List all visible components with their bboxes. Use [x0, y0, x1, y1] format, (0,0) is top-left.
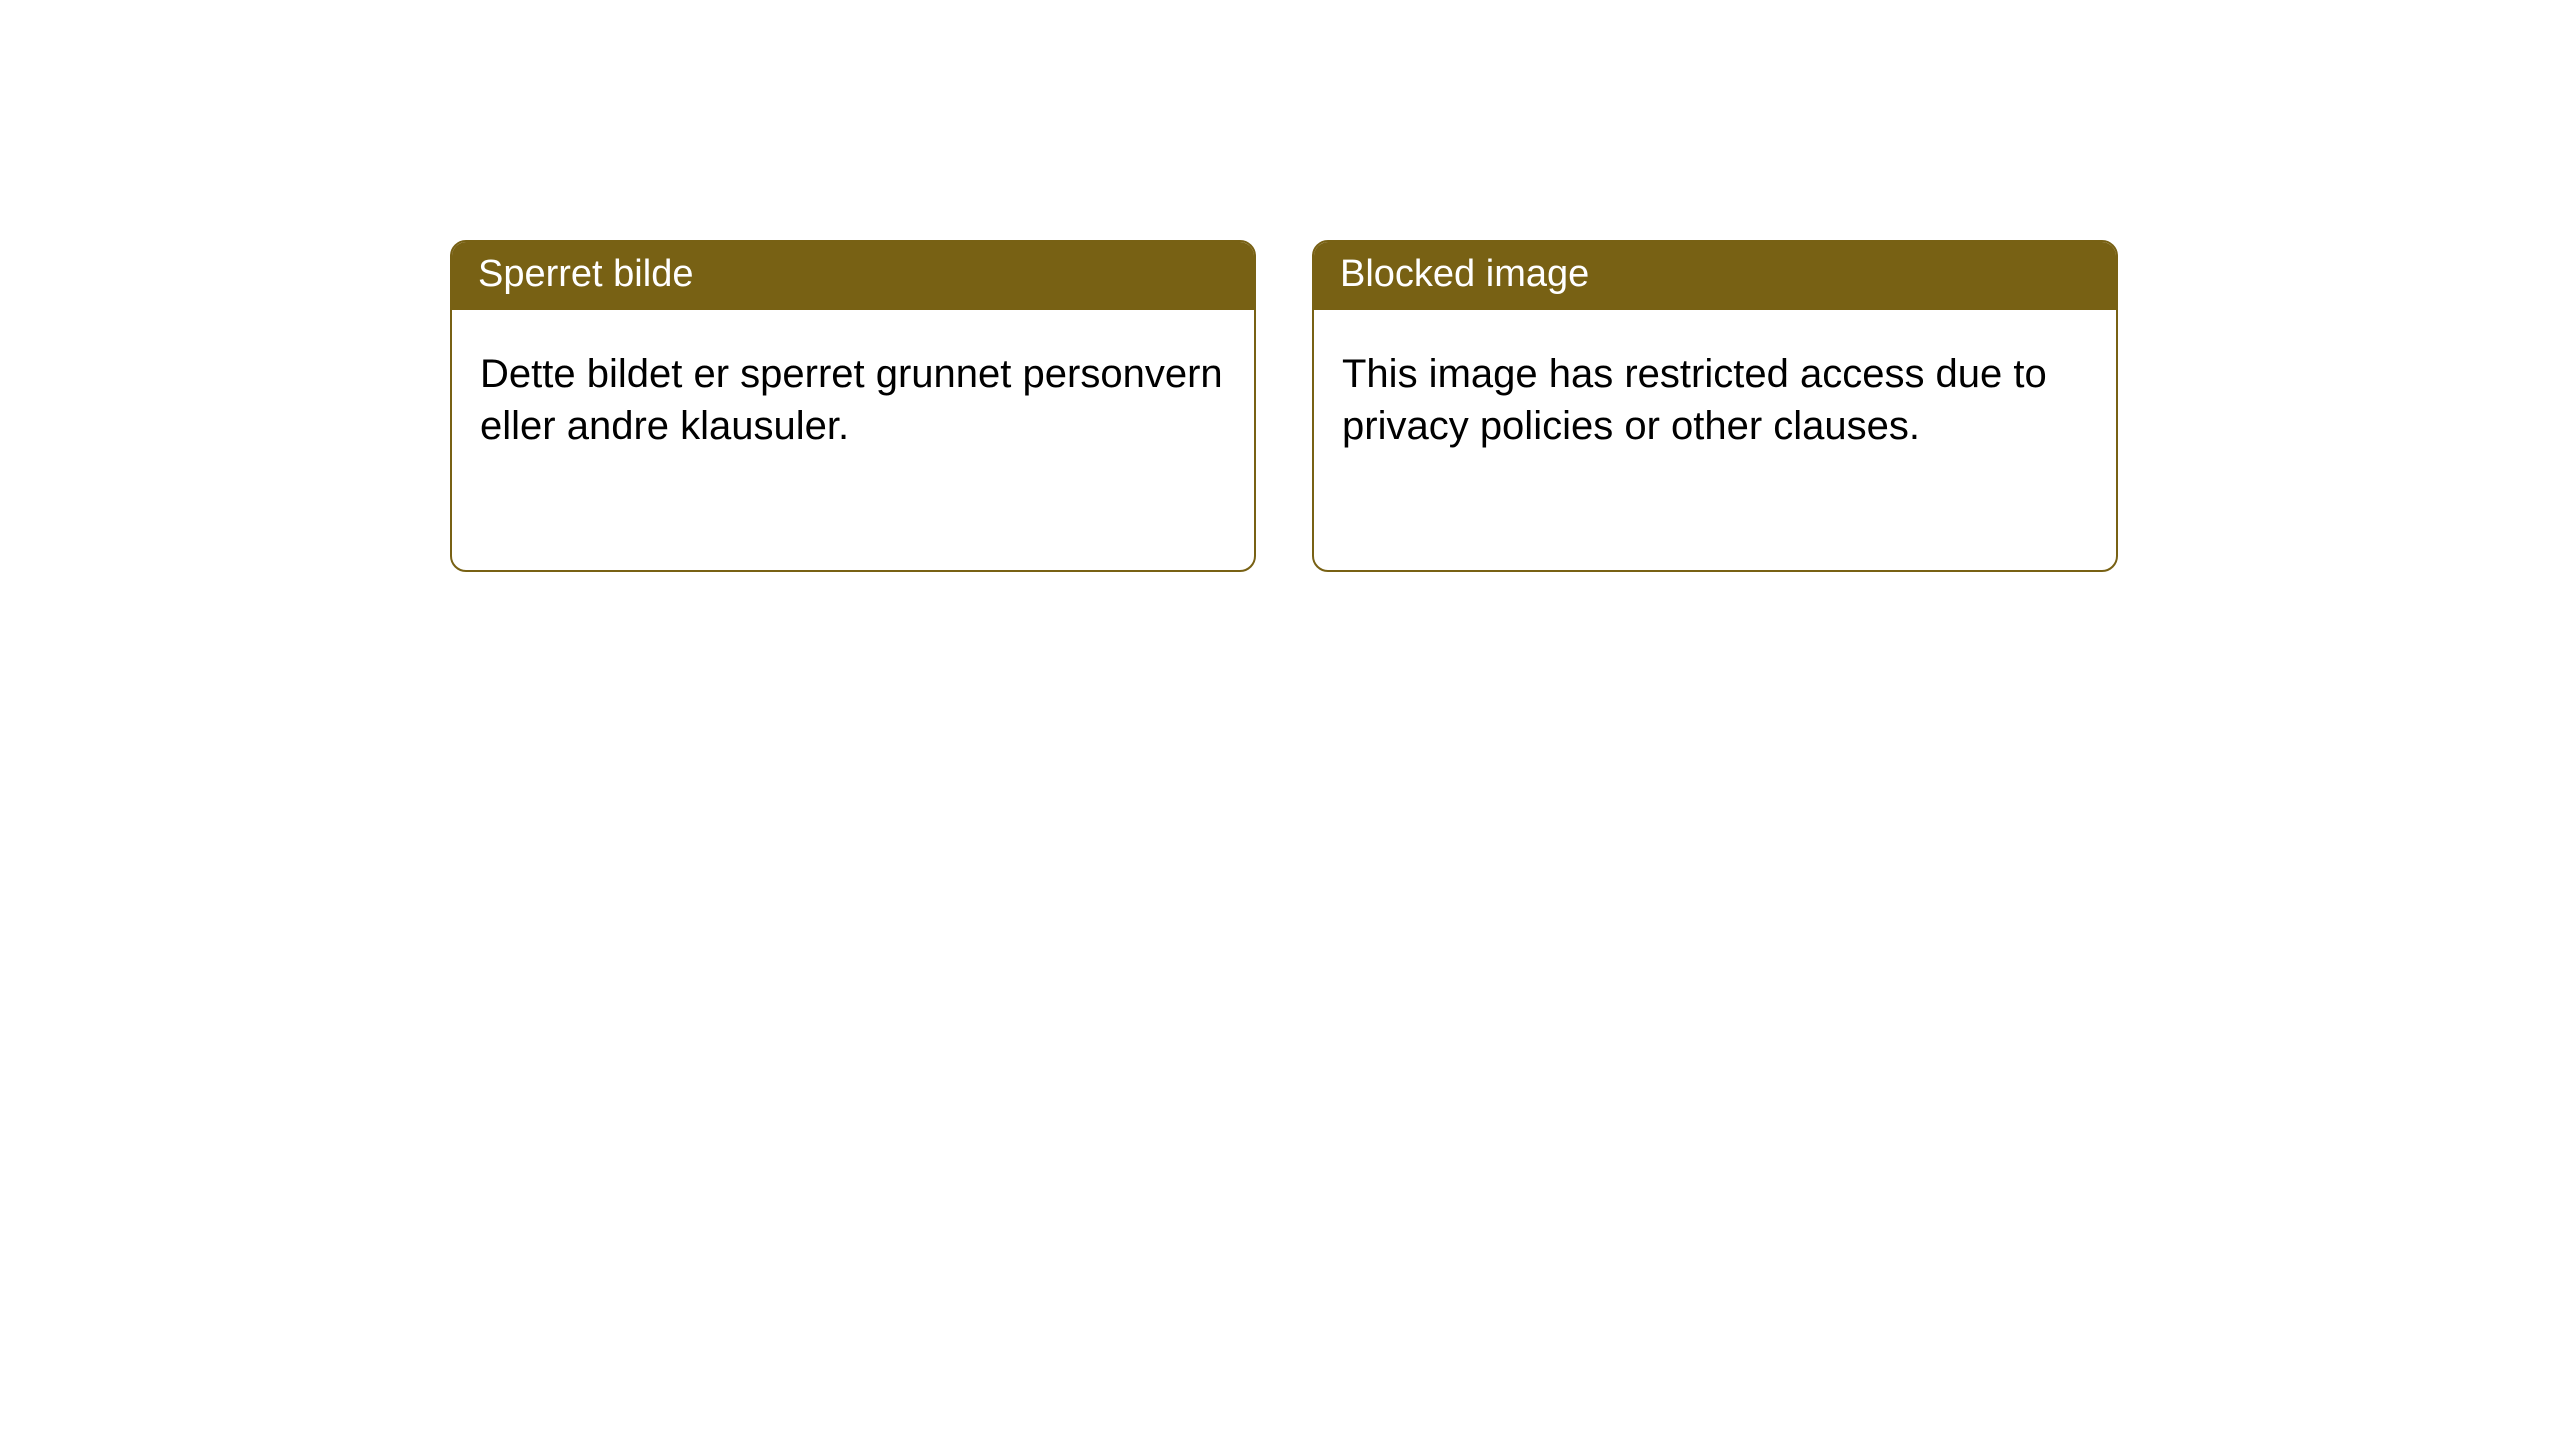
notice-body-english: This image has restricted access due to …	[1314, 310, 2116, 482]
notice-container: Sperret bilde Dette bildet er sperret gr…	[0, 0, 2560, 572]
notice-body-norwegian: Dette bildet er sperret grunnet personve…	[452, 310, 1254, 482]
notice-box-norwegian: Sperret bilde Dette bildet er sperret gr…	[450, 240, 1256, 572]
notice-header-english: Blocked image	[1314, 242, 2116, 310]
notice-header-norwegian: Sperret bilde	[452, 242, 1254, 310]
notice-box-english: Blocked image This image has restricted …	[1312, 240, 2118, 572]
